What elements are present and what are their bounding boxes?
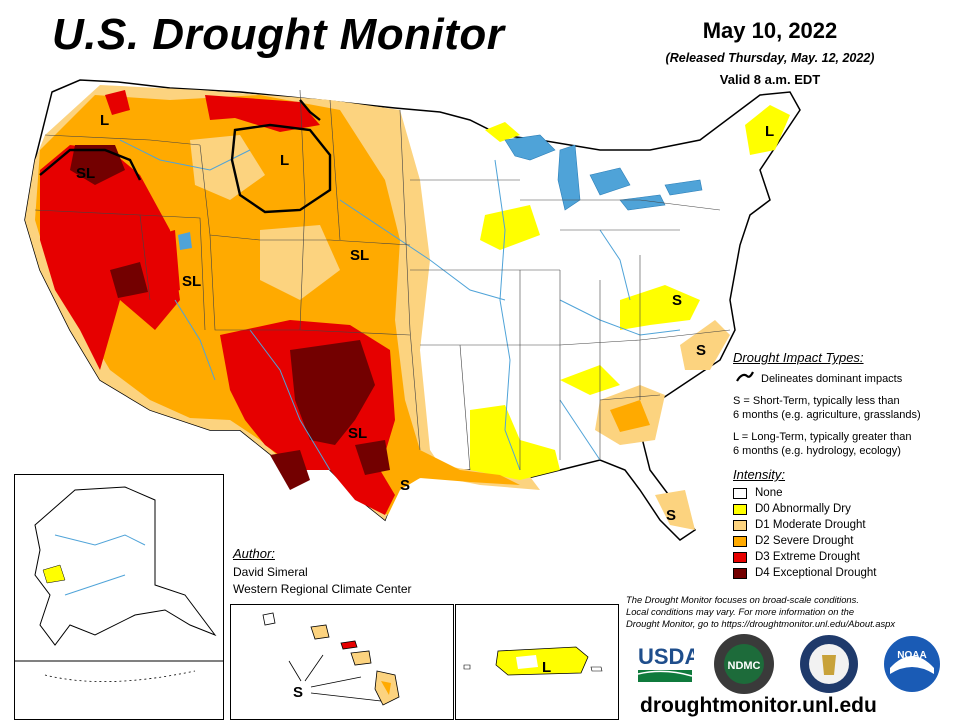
impact-types-heading: Drought Impact Types: [733, 350, 864, 365]
svg-text:NDMC: NDMC [728, 660, 761, 672]
d0-new-england [745, 105, 790, 155]
map-label-l-maine: L [765, 123, 774, 140]
d0-gulf [470, 405, 560, 480]
note-line-1: The Drought Monitor focuses on broad-sca… [626, 594, 859, 605]
d1-hole-colorado [260, 225, 340, 300]
usda-logo[interactable]: USDA [636, 640, 700, 684]
release-date: (Released Thursday, May. 12, 2022) [665, 51, 875, 65]
swatch-d4 [733, 567, 747, 579]
valid-time: Valid 8 a.m. EDT [719, 72, 821, 87]
impact-delineates-text: Delineates dominant impacts [761, 373, 903, 385]
impact-long-term-line1: L = Long-Term, typically greater than [733, 431, 912, 443]
map-label-sl-texas: SL [348, 425, 367, 442]
d0-ohio-valley [560, 365, 620, 395]
impact-long-term-line2: 6 months (e.g. hydrology, ecology) [733, 445, 901, 457]
commerce-seal-logo[interactable] [798, 633, 860, 695]
note-line-2: Local conditions may vary. For more info… [626, 606, 855, 617]
intensity-d4-label: D4 Exceptional Drought [755, 567, 877, 579]
rivers [119, 139, 681, 471]
ndmc-logo[interactable]: NDMC [712, 632, 776, 696]
d4-texas-south [270, 450, 310, 490]
hawaii-inset: S [230, 604, 454, 720]
map-label-l-washington: L [100, 112, 109, 129]
note-line-3: Drought Monitor, go to https://droughtmo… [626, 618, 896, 629]
swatch-none [733, 487, 747, 499]
d1-hole-west [190, 135, 265, 200]
d3-washington [105, 90, 130, 115]
intensity-d2-label: D2 Severe Drought [755, 535, 854, 547]
d4-texas-nm [290, 340, 375, 445]
d2-southeast [610, 400, 650, 432]
map-label-l-montana: L [280, 152, 289, 169]
intensity-heading: Intensity: [733, 467, 786, 482]
website-link[interactable]: droughtmonitor.unl.edu [640, 694, 877, 717]
author-org: Western Regional Climate Center [233, 582, 412, 596]
intensity-d1-label: D1 Moderate Drought [755, 519, 866, 531]
d1-florida [655, 490, 695, 530]
d3-nevada [140, 230, 180, 300]
svg-text:NOAA: NOAA [897, 650, 926, 661]
author-heading: Author: [233, 546, 275, 561]
alaska-inset [14, 474, 224, 720]
state-boundaries [34, 89, 731, 471]
d0-great-lakes [485, 122, 520, 142]
map-label-s-hawaii: S [293, 684, 303, 701]
intensity-d4: D4 Exceptional Drought [733, 565, 876, 581]
swatch-d3 [733, 551, 747, 563]
noaa-logo[interactable]: NOAA [882, 634, 942, 694]
intensity-d2: D2 Severe Drought [733, 533, 853, 549]
d3-montana [205, 95, 320, 132]
svg-text:USDA: USDA [638, 644, 694, 669]
d4-nevada [110, 262, 148, 298]
swatch-d2 [733, 535, 747, 547]
intensity-d0: D0 Abnormally Dry [733, 501, 851, 517]
d0-midwest [480, 205, 540, 250]
hawaii-map: S [262, 612, 400, 706]
great-salt-lake [178, 232, 192, 250]
impact-short-term-line2: 6 months (e.g. agriculture, grasslands) [733, 409, 921, 421]
d2-west [35, 95, 520, 515]
intensity-none: None [733, 485, 783, 501]
intensity-d3: D3 Extreme Drought [733, 549, 860, 565]
great-lakes [504, 134, 703, 211]
page-title: U.S. Drought Monitor [52, 10, 505, 59]
alaska-map [15, 486, 223, 683]
d1-carolina [680, 320, 730, 370]
map-label-s-virginia: S [672, 292, 682, 309]
map-label-s-florida: S [666, 507, 676, 524]
d4-texas-central [355, 440, 390, 475]
d4-oregon [70, 145, 125, 185]
map-label-s-texas: S [400, 477, 410, 494]
map-label-sl-oregon: SL [76, 165, 95, 182]
intensity-d1: D1 Moderate Drought [733, 517, 866, 533]
map-label-sl-nebraska: SL [350, 247, 369, 264]
intensity-d0-label: D0 Abnormally Dry [755, 503, 851, 515]
disclaimer-note: The Drought Monitor focuses on broad-sca… [626, 594, 956, 630]
map-label-s-carolina: S [696, 342, 706, 359]
d3-pacific [40, 145, 180, 370]
swatch-d0 [733, 503, 747, 515]
map-label-sl-utah: SL [182, 273, 201, 290]
puerto-rico-map: L [463, 646, 603, 676]
swatch-d1 [733, 519, 747, 531]
intensity-none-label: None [755, 487, 783, 499]
impact-lines [39, 99, 332, 214]
impact-line-icon [736, 371, 754, 382]
intensity-d3-label: D3 Extreme Drought [755, 551, 860, 563]
puerto-rico-inset: L [455, 604, 619, 720]
map-date: May 10, 2022 [702, 18, 838, 43]
impact-short-term-line1: S = Short-Term, typically less than [733, 395, 900, 407]
author-name: David Simeral [233, 565, 308, 579]
map-label-l-puerto-rico: L [542, 659, 551, 676]
